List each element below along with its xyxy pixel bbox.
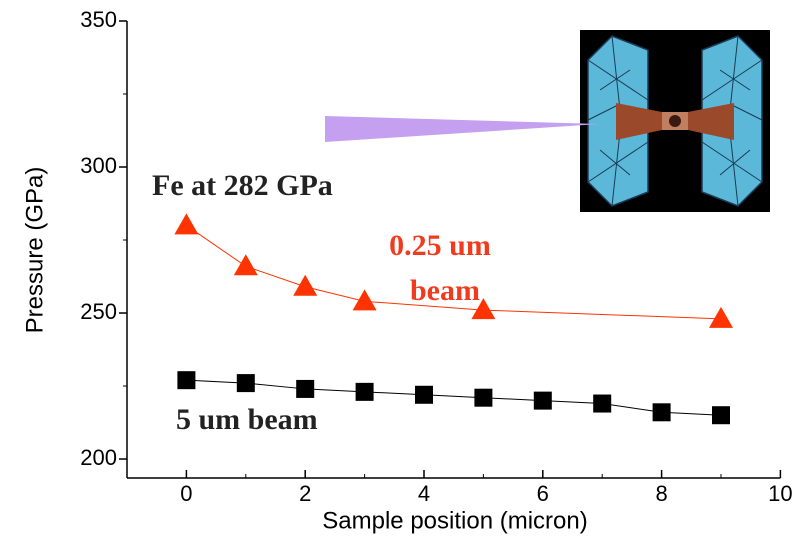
square-marker [712, 406, 730, 425]
y-tick-label: 200 [80, 445, 117, 470]
square-marker [533, 391, 552, 410]
x-tick-label: 4 [418, 481, 430, 506]
y-tick-label: 350 [80, 7, 117, 32]
triangle-marker [352, 289, 377, 311]
square-marker [652, 403, 671, 422]
inset-illustration [325, 30, 770, 212]
annotation: beam [410, 274, 480, 307]
square-marker [355, 382, 374, 401]
y-axis-title: Pressure (GPa) [21, 167, 48, 334]
square-marker [236, 374, 255, 393]
series-line [186, 224, 722, 320]
x-tick-label: 10 [768, 481, 792, 506]
square-marker [177, 371, 196, 390]
triangle-marker [233, 254, 258, 276]
x-tick-label: 2 [299, 481, 311, 506]
triangle-marker [174, 213, 199, 235]
x-axis-title: Sample position (micron) [322, 507, 587, 534]
series-line [186, 379, 722, 416]
triangle-marker [293, 274, 318, 296]
annotation: Fe at 282 GPa [152, 169, 333, 202]
square-marker [415, 385, 433, 404]
x-tick-label: 6 [537, 481, 549, 506]
annotation: 0.25 um [389, 229, 491, 262]
square-marker [474, 388, 493, 407]
square-marker [296, 379, 315, 398]
y-tick-label: 250 [80, 299, 117, 324]
x-tick-label: 8 [655, 481, 667, 506]
triangle-marker [471, 298, 496, 320]
x-tick-label: 0 [180, 481, 192, 506]
y-tick-label: 300 [80, 153, 117, 178]
annotation: 5 um beam [176, 403, 318, 436]
square-marker [593, 394, 612, 413]
triangle-marker [709, 306, 733, 328]
